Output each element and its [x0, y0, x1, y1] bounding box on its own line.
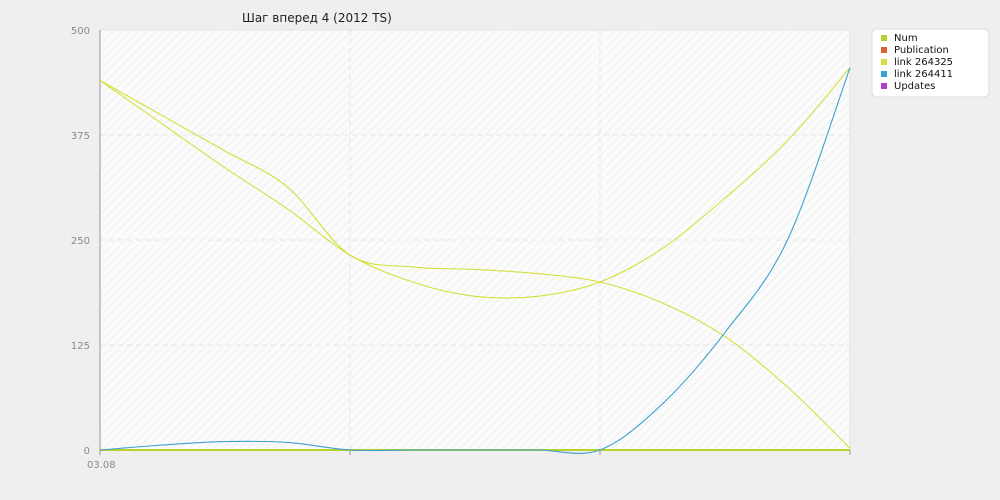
y-tick-label: 0	[84, 446, 90, 457]
series-line-link-264325	[99, 67, 851, 299]
legend-label: Publication	[894, 45, 949, 56]
legend-swatch	[881, 83, 887, 89]
legend-label: Updates	[894, 81, 935, 92]
legend-swatch	[881, 59, 887, 65]
series-group	[99, 67, 851, 454]
legend-swatch	[881, 71, 887, 77]
series-line-link-264325	[99, 79, 851, 449]
y-tick-label: 125	[71, 341, 90, 352]
y-tick-label: 500	[71, 26, 90, 37]
legend-box	[871, 28, 990, 98]
x-tick-label: 03.08	[87, 460, 116, 471]
legend-label: Num	[894, 33, 918, 44]
series-line-link-264411	[99, 67, 851, 454]
legend-label: link 264325	[894, 57, 953, 68]
y-tick-label: 375	[71, 131, 90, 142]
y-tick-label: 250	[71, 236, 90, 247]
grid	[100, 29, 850, 450]
legend-swatch	[881, 47, 887, 53]
legend-label: link 264411	[894, 69, 953, 80]
legend-swatch	[881, 35, 887, 41]
chart-title: Шаг вперед 4 (2012 TS)	[242, 11, 392, 25]
